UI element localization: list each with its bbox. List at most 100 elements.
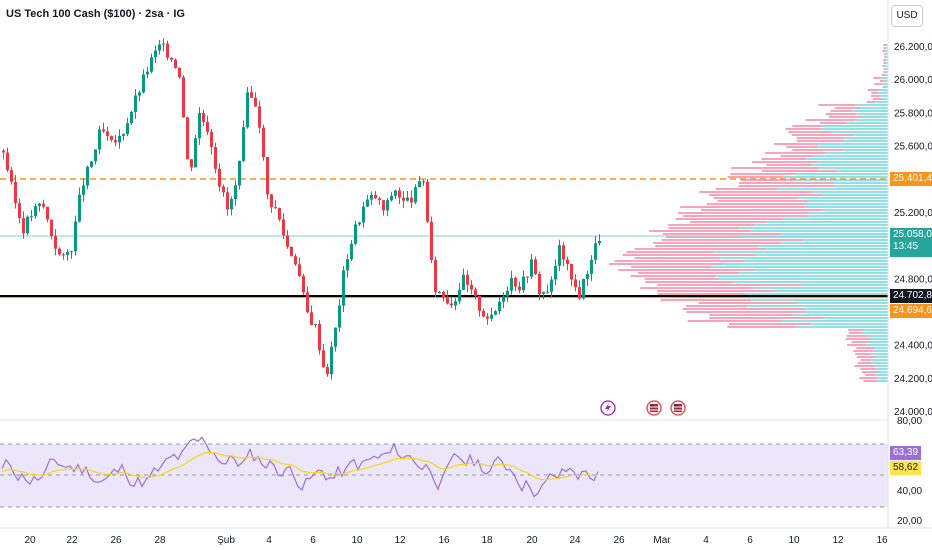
orange-low-tag: 24.694,6 xyxy=(890,304,932,318)
candle-body xyxy=(394,190,397,196)
vp-bar-up xyxy=(739,227,888,229)
candle-body xyxy=(418,181,421,188)
vp-bar-up xyxy=(805,206,888,208)
vp-bar-up xyxy=(794,173,888,175)
candle-body xyxy=(158,44,161,51)
candle-body xyxy=(26,216,29,234)
vp-bar-down xyxy=(626,251,714,253)
volume-profile xyxy=(608,44,888,382)
vp-bar-up xyxy=(861,332,888,334)
candle-body xyxy=(130,111,133,124)
black-level-tag: 24.702,8 xyxy=(890,289,932,303)
vp-bar-up xyxy=(765,248,888,250)
vp-bar-up xyxy=(794,326,888,328)
vp-bar-up xyxy=(853,134,888,136)
vp-bar-down xyxy=(818,104,856,106)
candle-body xyxy=(94,149,97,162)
flag-icon[interactable] xyxy=(646,400,662,416)
vp-bar-up xyxy=(876,368,888,370)
vp-bar-down xyxy=(739,182,834,184)
vp-bar-up xyxy=(780,242,888,244)
vp-bar-down xyxy=(715,188,778,190)
vp-bar-down xyxy=(871,95,881,97)
vp-bar-up xyxy=(879,89,888,91)
candle-body xyxy=(514,277,517,287)
vp-bar-down xyxy=(661,239,804,241)
candle-body xyxy=(434,260,437,293)
time-tick-label: 28 xyxy=(154,535,166,546)
price-tick-label: 26.200,0 xyxy=(894,42,932,53)
vp-bar-up xyxy=(711,266,888,268)
candle-body xyxy=(266,157,269,195)
vp-bar-up xyxy=(885,71,888,73)
candle-body xyxy=(162,43,165,45)
lightning-icon[interactable] xyxy=(600,400,616,416)
candle-body xyxy=(458,289,461,302)
candle-body xyxy=(526,276,529,278)
vp-bar-down xyxy=(634,248,766,250)
time-tick-label: 6 xyxy=(747,535,753,546)
vp-bar-up xyxy=(885,53,888,55)
candle-body xyxy=(590,259,593,275)
time-tick-label: 10 xyxy=(351,535,363,546)
flag-icon[interactable] xyxy=(670,400,686,416)
vp-bar-down xyxy=(865,374,875,376)
vp-bar-down xyxy=(666,236,742,238)
vp-bar-down xyxy=(766,164,812,166)
price-tick-label: 24.400,0 xyxy=(894,341,932,352)
vp-bar-up xyxy=(813,155,888,157)
candle-body xyxy=(70,251,73,253)
vp-bar-up xyxy=(715,275,888,277)
candle-body xyxy=(318,323,321,351)
vp-bar-down xyxy=(700,209,823,211)
vp-bar-down xyxy=(792,125,823,127)
vp-bar-up xyxy=(876,356,888,358)
vp-bar-up xyxy=(886,44,888,46)
candle-body xyxy=(378,198,381,201)
time-tick-label: 4 xyxy=(266,535,272,546)
vp-bar-down xyxy=(863,380,877,382)
candle-body xyxy=(542,292,545,295)
candle-body xyxy=(218,168,221,187)
candle-body xyxy=(522,276,525,291)
candle-body xyxy=(558,245,561,266)
candle-body xyxy=(102,129,105,132)
vp-bar-down xyxy=(788,131,831,133)
vp-bar-down xyxy=(780,155,814,157)
vp-bar-up xyxy=(870,338,888,340)
candle-body xyxy=(422,181,425,183)
candle-body xyxy=(546,291,549,293)
vp-bar-down xyxy=(678,212,809,214)
candle-body xyxy=(334,327,337,347)
vp-bar-down xyxy=(634,257,720,259)
price-tick-label: 25.800,0 xyxy=(894,108,932,119)
vp-bar-down xyxy=(867,89,880,91)
candle-body xyxy=(178,67,181,78)
candle-body xyxy=(494,311,497,315)
candle-body xyxy=(370,194,373,200)
candle-body xyxy=(310,312,313,326)
vp-bar-up xyxy=(739,272,888,274)
candle-body xyxy=(294,256,297,265)
vp-bar-up xyxy=(812,191,888,193)
candle-body xyxy=(198,112,201,139)
vp-bar-down xyxy=(708,194,823,196)
vp-bar-up xyxy=(741,236,888,238)
vp-bar-down xyxy=(682,215,809,217)
vp-bar-down xyxy=(657,290,776,292)
vp-bar-up xyxy=(885,74,888,76)
vp-bar-up xyxy=(870,353,888,355)
vp-bar-down xyxy=(687,320,782,322)
candle-body xyxy=(474,289,477,296)
vp-bar-down xyxy=(686,311,806,313)
candle-body xyxy=(502,296,505,302)
last-price-tag: 25.058,0 13:45 xyxy=(890,228,932,257)
vp-bar-down xyxy=(675,218,783,220)
candle-body xyxy=(598,240,601,244)
candle-body xyxy=(562,245,565,260)
rsi-ma-line xyxy=(1,452,599,481)
currency-selector[interactable]: USD xyxy=(891,5,923,27)
candle-body xyxy=(66,251,69,255)
candle-body xyxy=(54,236,57,249)
